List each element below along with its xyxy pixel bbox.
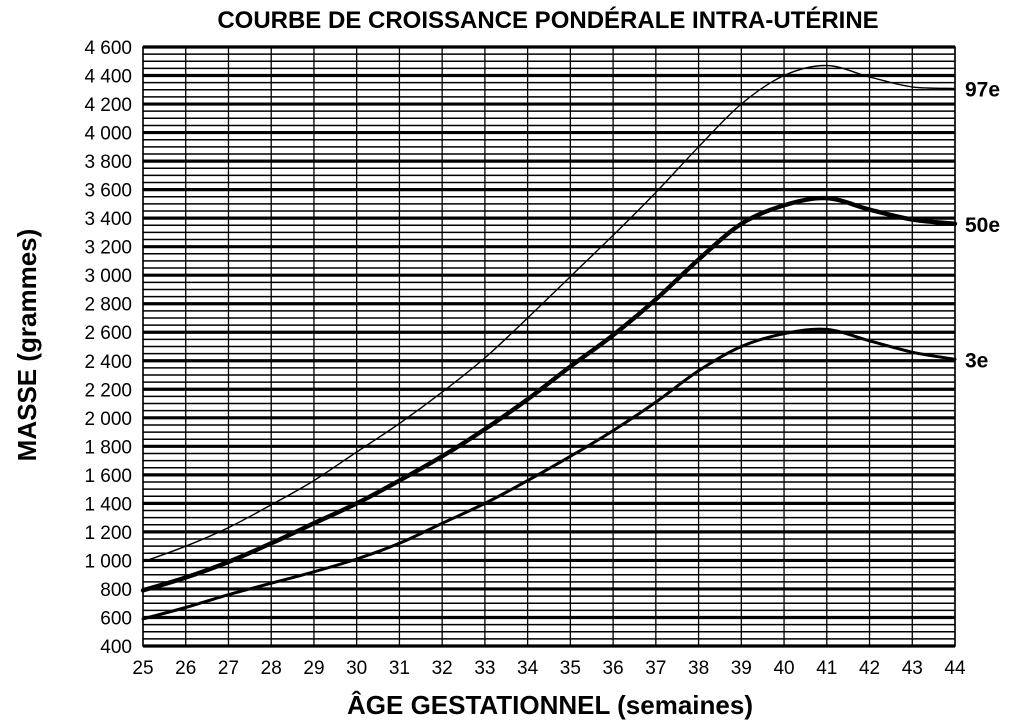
y-tick-label: 2 800: [84, 295, 132, 316]
chart-title: COURBE DE CROISSANCE PONDÉRALE INTRA-UTÉ…: [217, 6, 878, 34]
x-tick-label: 39: [731, 658, 752, 679]
y-tick-label: 1 000: [84, 551, 132, 572]
x-tick-label: 26: [175, 658, 196, 679]
series-line-3e: [141, 327, 957, 621]
x-tick-label: 31: [389, 658, 410, 679]
y-tick-label: 3 200: [84, 238, 132, 259]
x-tick-label: 34: [517, 658, 539, 679]
x-tick-label: 33: [474, 658, 495, 679]
x-tick-label: 35: [560, 658, 581, 679]
x-tick-label: 25: [132, 658, 153, 679]
x-tick-label: 36: [603, 658, 624, 679]
x-tick-label: 43: [902, 658, 923, 679]
y-tick-label: 4 400: [84, 67, 132, 88]
y-tick-label: 2 000: [84, 409, 132, 430]
x-tick-label: 41: [816, 658, 837, 679]
y-tick-label: 2 400: [84, 352, 132, 373]
series-label-97e: 97e: [965, 78, 1000, 101]
x-tick-label: 37: [645, 658, 666, 679]
x-tick-label: 28: [261, 658, 282, 679]
series-label-3e: 3e: [965, 349, 988, 372]
x-tick-label: 32: [432, 658, 453, 679]
y-tick-label: 2 200: [84, 380, 132, 401]
x-tick-label: 42: [859, 658, 880, 679]
y-tick-label: 400: [100, 637, 132, 658]
y-tick-label: 800: [100, 580, 132, 601]
x-tick-label: 30: [346, 658, 367, 679]
x-axis-title: ÂGE GESTATIONNEL (semaines): [347, 690, 753, 720]
x-tick-label: 29: [303, 658, 324, 679]
series-labels: 97e 50e 3e: [965, 78, 1000, 372]
y-tick-label: 4 600: [84, 38, 132, 59]
y-axis-title: MASSE (grammes): [12, 229, 42, 462]
y-tick-label: 1 400: [84, 494, 132, 515]
y-tick-label: 3 600: [84, 181, 132, 202]
y-tick-label: 600: [100, 608, 132, 629]
y-tick-label: 1 600: [84, 466, 132, 487]
series-line-97e: [142, 64, 956, 563]
y-tick-label: 3 400: [84, 209, 132, 230]
y-tick-label: 1 800: [84, 437, 132, 458]
series-line-50e: [140, 195, 958, 593]
y-tick-label: 3 000: [84, 266, 132, 287]
y-tick-label: 4 000: [84, 124, 132, 145]
y-tick-label: 4 200: [84, 95, 132, 116]
y-tick-label: 3 800: [84, 152, 132, 173]
grid: [142, 45, 956, 648]
y-tick-label: 2 600: [84, 323, 132, 344]
plot-frame: [142, 46, 956, 647]
y-tick-labels: 400 600 800 1 000 1 200 1 400 1 600 1 800 2 000 2…: [84, 38, 132, 658]
x-tick-labels: 25 26 27 28 29 30 31 32 33 34 35 36 37 38 39 40 41 42 43 44: [132, 658, 966, 679]
x-tick-label: 38: [688, 658, 709, 679]
series-lines: [140, 64, 958, 621]
series-label-50e: 50e: [965, 214, 1000, 237]
x-tick-label: 40: [773, 658, 794, 679]
x-tick-label: 44: [944, 658, 966, 679]
x-tick-label: 27: [218, 658, 239, 679]
y-tick-label: 1 200: [84, 523, 132, 544]
